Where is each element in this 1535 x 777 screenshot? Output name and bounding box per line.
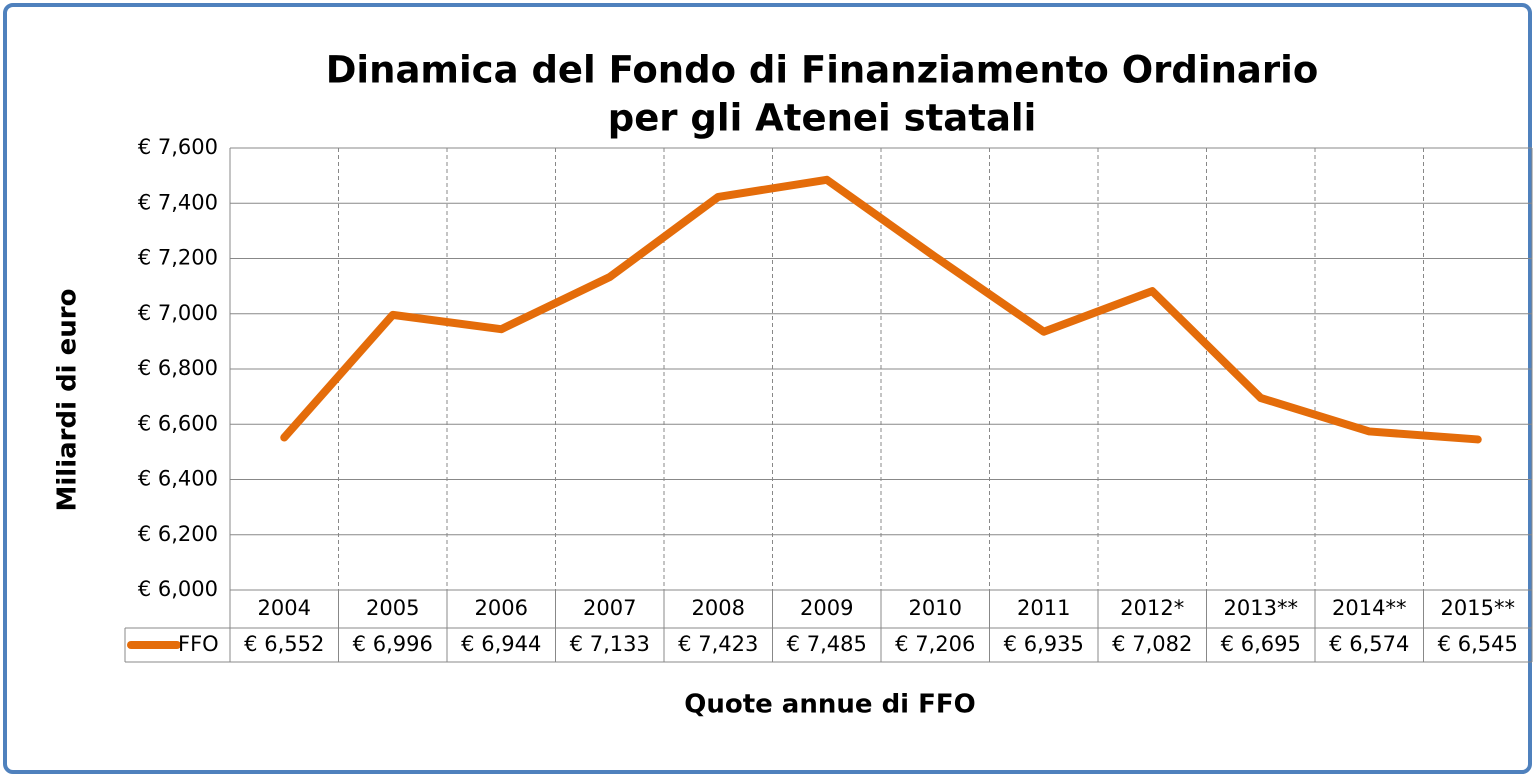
- data-table-value: € 6,574: [1329, 632, 1409, 656]
- x-tick-label: 2010: [909, 596, 962, 620]
- line: [280, 175, 1482, 444]
- data-table-value: € 6,545: [1438, 632, 1518, 656]
- x-tick-label: 2015**: [1441, 596, 1515, 620]
- legend-label: FFO: [178, 632, 219, 656]
- data-table-value: € 6,935: [1004, 632, 1084, 656]
- data-table-value: € 6,695: [1221, 632, 1301, 656]
- y-tick-label: € 6,200: [138, 522, 218, 546]
- frame: [3, 3, 1532, 774]
- x-tick-label: 2012*: [1120, 596, 1184, 620]
- data-table-value: € 6,944: [461, 632, 541, 656]
- data-table-value: € 6,552: [244, 632, 324, 656]
- x-tick-label: 2005: [366, 596, 419, 620]
- y-tick-label: € 7,400: [138, 190, 218, 214]
- y-tick-label: € 7,200: [138, 246, 218, 270]
- x-tick-label: 2014**: [1332, 596, 1406, 620]
- data-table-value: € 7,485: [787, 632, 867, 656]
- x-tick-label: 2004: [258, 596, 311, 620]
- y-tick-label: € 6,400: [138, 467, 218, 491]
- y-tick-label: € 7,600: [138, 135, 218, 159]
- data-table-value: € 7,133: [570, 632, 650, 656]
- y-tick-label: € 7,000: [138, 301, 218, 325]
- y-tick-label: € 6,600: [138, 411, 218, 435]
- data-table-value: € 7,423: [678, 632, 758, 656]
- data-table-value: € 7,206: [895, 632, 975, 656]
- x-tick-label: 2008: [692, 596, 745, 620]
- data-table-value: € 7,082: [1112, 632, 1192, 656]
- x-tick-label: 2006: [475, 596, 528, 620]
- x-axis-title: Quote annue di FFO: [684, 690, 976, 720]
- y-tick-label: € 6,000: [138, 577, 218, 601]
- x-tick-label: 2007: [583, 596, 636, 620]
- x-tick-label: 2011: [1017, 596, 1070, 620]
- y-tick-label: € 6,800: [138, 356, 218, 380]
- x-tick-label: 2013**: [1224, 596, 1298, 620]
- chart-title: Dinamica del Fondo di Finanziamento Ordi…: [326, 49, 1319, 92]
- chart-title: per gli Atenei statali: [608, 97, 1037, 140]
- y-axis-title: Miliardi di euro: [53, 289, 83, 512]
- data-table-value: € 6,996: [353, 632, 433, 656]
- x-tick-label: 2009: [800, 596, 853, 620]
